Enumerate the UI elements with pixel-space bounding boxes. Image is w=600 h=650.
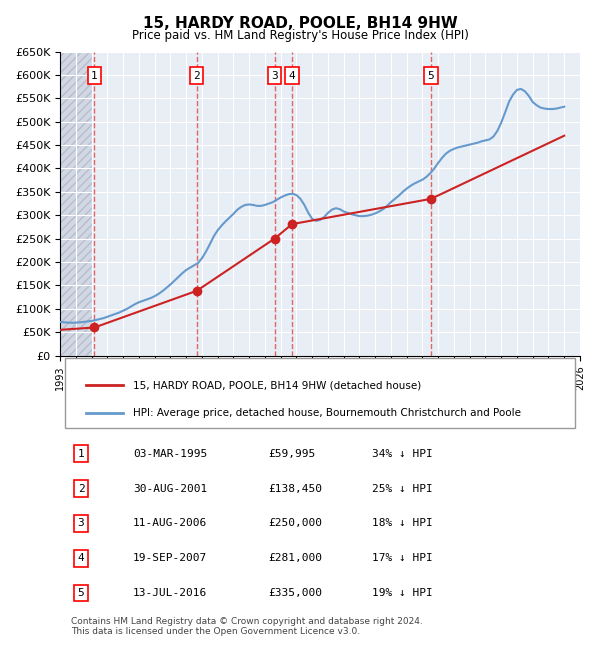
Text: 30-AUG-2001: 30-AUG-2001 — [133, 484, 207, 493]
Text: 03-MAR-1995: 03-MAR-1995 — [133, 449, 207, 459]
Text: 5: 5 — [77, 588, 85, 598]
Text: 13-JUL-2016: 13-JUL-2016 — [133, 588, 207, 598]
Text: 25% ↓ HPI: 25% ↓ HPI — [372, 484, 433, 493]
Bar — [60, 51, 92, 356]
Text: 2: 2 — [193, 71, 200, 81]
Text: £138,450: £138,450 — [268, 484, 322, 493]
Text: HPI: Average price, detached house, Bournemouth Christchurch and Poole: HPI: Average price, detached house, Bour… — [133, 408, 521, 418]
FancyBboxPatch shape — [65, 358, 575, 428]
Text: 18% ↓ HPI: 18% ↓ HPI — [372, 519, 433, 528]
Text: £59,995: £59,995 — [268, 449, 316, 459]
Text: Contains HM Land Registry data © Crown copyright and database right 2024.
This d: Contains HM Land Registry data © Crown c… — [71, 617, 422, 636]
Text: £281,000: £281,000 — [268, 553, 322, 564]
Text: 17% ↓ HPI: 17% ↓ HPI — [372, 553, 433, 564]
Text: 3: 3 — [77, 519, 85, 528]
Text: 2: 2 — [77, 484, 85, 493]
Text: 11-AUG-2006: 11-AUG-2006 — [133, 519, 207, 528]
Text: 15, HARDY ROAD, POOLE, BH14 9HW: 15, HARDY ROAD, POOLE, BH14 9HW — [143, 16, 457, 31]
Text: 5: 5 — [428, 71, 434, 81]
Text: 15, HARDY ROAD, POOLE, BH14 9HW (detached house): 15, HARDY ROAD, POOLE, BH14 9HW (detache… — [133, 380, 421, 391]
Text: 19-SEP-2007: 19-SEP-2007 — [133, 553, 207, 564]
Text: £335,000: £335,000 — [268, 588, 322, 598]
Text: 3: 3 — [271, 71, 278, 81]
Text: 34% ↓ HPI: 34% ↓ HPI — [372, 449, 433, 459]
Text: 4: 4 — [77, 553, 85, 564]
Text: 19% ↓ HPI: 19% ↓ HPI — [372, 588, 433, 598]
Text: £250,000: £250,000 — [268, 519, 322, 528]
Text: Price paid vs. HM Land Registry's House Price Index (HPI): Price paid vs. HM Land Registry's House … — [131, 29, 469, 42]
Text: 1: 1 — [91, 71, 98, 81]
Text: 4: 4 — [289, 71, 295, 81]
Text: 1: 1 — [77, 449, 85, 459]
